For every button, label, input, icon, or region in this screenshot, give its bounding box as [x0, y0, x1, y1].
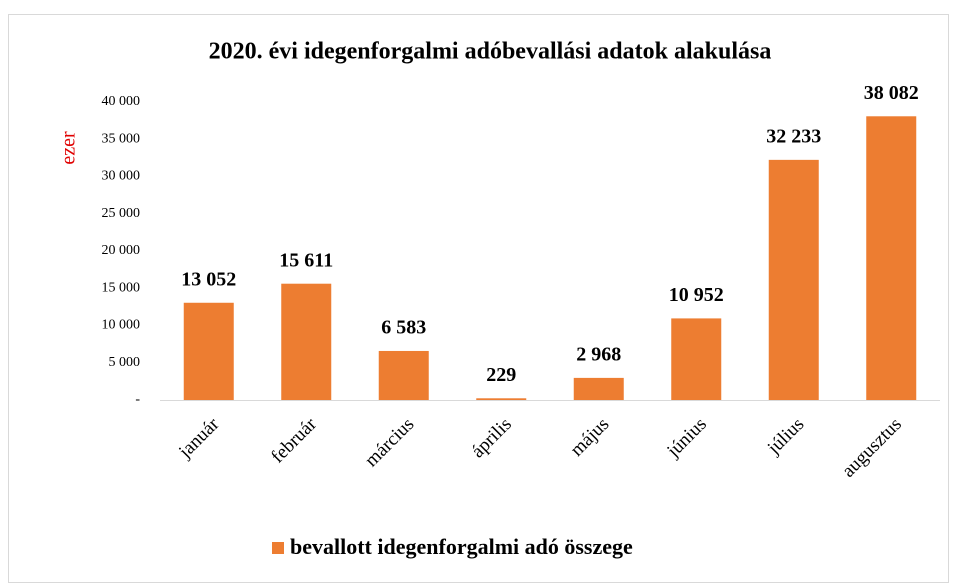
y-tick-label: -	[135, 392, 140, 407]
value-label: 13 052	[181, 268, 236, 290]
bar	[183, 302, 234, 400]
bar	[378, 350, 429, 400]
y-tick-label: 30 000	[102, 169, 141, 184]
y-tick-label: 25 000	[102, 206, 141, 221]
y-tick-label: 15 000	[102, 280, 141, 295]
y-tick-label: 5 000	[109, 355, 141, 370]
legend-label: bevallott idegenforgalmi adó összege	[290, 534, 633, 559]
bar	[671, 318, 722, 400]
bar	[866, 116, 917, 401]
value-label: 2 968	[576, 343, 621, 365]
bar	[573, 377, 624, 400]
value-label: 229	[486, 364, 516, 386]
bar	[281, 283, 332, 400]
bar	[768, 159, 819, 400]
y-tick-label: 35 000	[102, 131, 141, 146]
value-label: 32 233	[766, 125, 821, 147]
y-tick-label: 40 000	[102, 94, 141, 109]
y-axis-label: ezer	[58, 131, 80, 165]
value-label: 38 082	[864, 82, 919, 104]
value-label: 15 611	[279, 249, 333, 271]
y-tick-label: 10 000	[102, 318, 141, 333]
y-tick-label: 20 000	[102, 243, 141, 258]
chart-title: 2020. évi idegenforgalmi adóbevallási ad…	[209, 39, 772, 65]
value-label: 10 952	[669, 284, 724, 306]
bar	[476, 398, 527, 400]
legend-swatch	[272, 542, 284, 554]
value-label: 6 583	[381, 317, 426, 339]
